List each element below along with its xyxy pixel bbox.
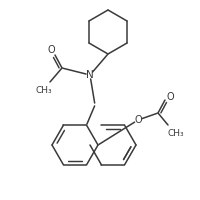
Text: O: O bbox=[47, 45, 55, 55]
Text: O: O bbox=[165, 92, 173, 102]
Text: O: O bbox=[134, 115, 141, 125]
Text: N: N bbox=[86, 70, 93, 80]
Text: CH₃: CH₃ bbox=[167, 128, 183, 138]
Text: CH₃: CH₃ bbox=[36, 86, 52, 95]
